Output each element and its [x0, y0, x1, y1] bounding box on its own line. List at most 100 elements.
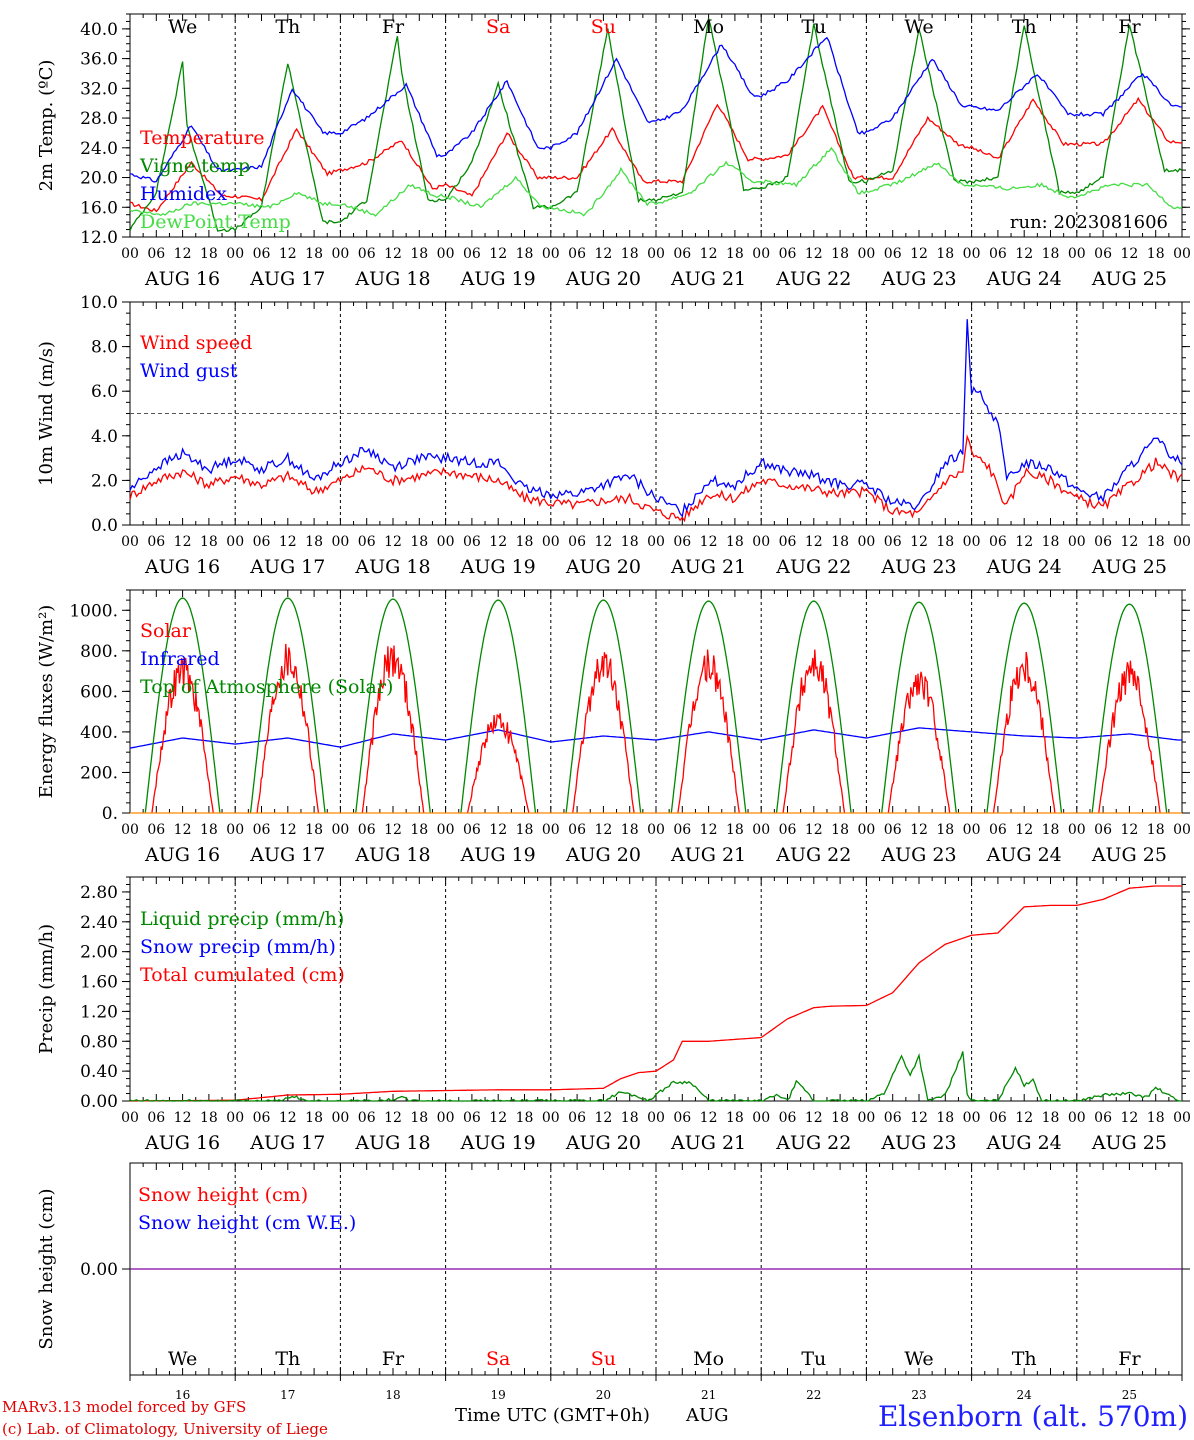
hour-tick-label: 12: [805, 534, 823, 550]
hour-tick-label: 00: [1068, 1110, 1086, 1126]
hour-tick-label: 18: [410, 1110, 428, 1126]
day-number-label: 25: [1122, 1388, 1137, 1400]
hour-tick-label: 12: [384, 822, 402, 838]
hour-tick-label: 12: [910, 534, 928, 550]
y-tick-label: 0.40: [80, 1062, 118, 1082]
hour-tick-label: 00: [121, 246, 139, 262]
hour-tick-label: 00: [857, 1110, 875, 1126]
hour-tick-label: 18: [1147, 822, 1165, 838]
hour-tick-label: 00: [437, 534, 455, 550]
weekday-label: Su: [591, 16, 616, 38]
day-label: AUG 16: [144, 1132, 220, 1154]
hour-tick-label: 12: [805, 822, 823, 838]
day-label: AUG 25: [1091, 268, 1167, 290]
day-label: AUG 19: [460, 1132, 536, 1154]
month-label: AUG: [686, 1405, 729, 1426]
y-axis-label: Energy fluxes (W/m²): [36, 605, 57, 799]
series-top-of-atmosphere-day-23: [881, 601, 957, 814]
hour-tick-label: 00: [1173, 1110, 1191, 1126]
legend-wind-gust: Wind gust: [140, 360, 238, 382]
hour-tick-label: 00: [331, 534, 349, 550]
hour-tick-label: 06: [884, 1110, 902, 1126]
y-tick-label: 8.0: [91, 338, 118, 358]
hour-tick-label: 06: [358, 1110, 376, 1126]
day-label: AUG 22: [775, 1132, 851, 1154]
weekday-label: Fr: [1118, 1348, 1141, 1370]
weekday-label: Mo: [693, 16, 724, 38]
hour-tick-label: 18: [936, 534, 954, 550]
legend-top-of-atmosphere-solar-: Top of Atmosphere (Solar): [140, 676, 393, 698]
hour-tick-label: 06: [147, 822, 165, 838]
hour-tick-label: 06: [673, 822, 691, 838]
hour-tick-label: 12: [594, 1110, 612, 1126]
series-total-cumulated: [130, 885, 1182, 1102]
series-top-of-atmosphere-day-19: [460, 599, 537, 814]
hour-tick-label: 06: [463, 534, 481, 550]
hour-tick-label: 18: [516, 246, 534, 262]
hour-tick-label: 18: [410, 534, 428, 550]
y-tick-label: 1000.: [69, 601, 118, 621]
hour-tick-label: 18: [1042, 822, 1060, 838]
hour-tick-label: 00: [963, 246, 981, 262]
hour-tick-label: 00: [1173, 822, 1191, 838]
hour-tick-label: 06: [989, 534, 1007, 550]
day-number-label: 21: [701, 1388, 716, 1400]
series-top-of-atmosphere-day-17: [249, 597, 326, 814]
legend-vigne-temp: Vigne temp: [139, 155, 250, 177]
hour-tick-label: 18: [1042, 1110, 1060, 1126]
hour-tick-label: 06: [884, 246, 902, 262]
hour-tick-label: 00: [542, 822, 560, 838]
run-label: run: 2023081606: [1010, 212, 1168, 233]
y-tick-label: 800.: [80, 642, 118, 662]
legend-total-cumulated-cm-: Total cumulated (cm): [140, 964, 345, 986]
weekday-label: Su: [591, 1348, 616, 1370]
hour-tick-label: 18: [516, 822, 534, 838]
hour-tick-label: 18: [831, 534, 849, 550]
day-label: AUG 23: [880, 844, 956, 866]
hour-tick-label: 00: [1068, 246, 1086, 262]
hour-tick-label: 12: [700, 822, 718, 838]
hour-tick-label: 00: [752, 534, 770, 550]
day-label: AUG 20: [565, 1132, 641, 1154]
hour-tick-label: 18: [831, 1110, 849, 1126]
day-label: AUG 16: [144, 844, 220, 866]
hour-tick-label: 00: [1068, 534, 1086, 550]
day-label: AUG 21: [670, 844, 746, 866]
hour-tick-label: 18: [621, 822, 639, 838]
hour-tick-label: 18: [621, 246, 639, 262]
hour-tick-label: 06: [1094, 1110, 1112, 1126]
panel-2: 0.0 2.0 4.0 6.0 8.0 10.0 10m Wind (m/s) Wind sp…: [36, 293, 1191, 578]
weekday-label: Th: [275, 1348, 300, 1370]
series-dewpoint-temp: [129, 146, 1183, 217]
hour-tick-label: 00: [647, 246, 665, 262]
y-tick-label: 0.0: [91, 516, 118, 536]
hour-tick-label: 06: [568, 534, 586, 550]
day-label: AUG 23: [880, 1132, 956, 1154]
y-tick-label: 200.: [80, 763, 118, 783]
hour-tick-label: 18: [726, 1110, 744, 1126]
series-top-of-atmosphere-day-24: [986, 602, 1063, 814]
hour-tick-label: 00: [857, 534, 875, 550]
hour-tick-label: 18: [305, 1110, 323, 1126]
hour-tick-label: 06: [779, 246, 797, 262]
day-number-label: 16: [175, 1388, 190, 1400]
hour-tick-label: 00: [647, 822, 665, 838]
series-solar-day-20: [572, 652, 635, 814]
day-label: AUG 19: [460, 844, 536, 866]
day-label: AUG 25: [1091, 844, 1167, 866]
hour-tick-label: 06: [779, 534, 797, 550]
hour-tick-label: 00: [857, 246, 875, 262]
series-top-of-atmosphere-day-21: [670, 600, 747, 814]
panel-5: 0.00 Snow height (cm) Snow height (cm) Snow…: [36, 1162, 1190, 1400]
hour-tick-label: 18: [305, 246, 323, 262]
hour-tick-label: 12: [594, 246, 612, 262]
hour-tick-label: 06: [779, 1110, 797, 1126]
hour-tick-label: 12: [174, 822, 192, 838]
day-number-label: 24: [1017, 1388, 1033, 1400]
hour-tick-label: 06: [147, 534, 165, 550]
weekday-label: We: [904, 1348, 933, 1370]
hour-tick-label: 06: [989, 246, 1007, 262]
y-tick-label: 4.0: [91, 427, 118, 447]
hour-tick-label: 12: [1015, 246, 1033, 262]
day-label: AUG 18: [354, 556, 430, 578]
